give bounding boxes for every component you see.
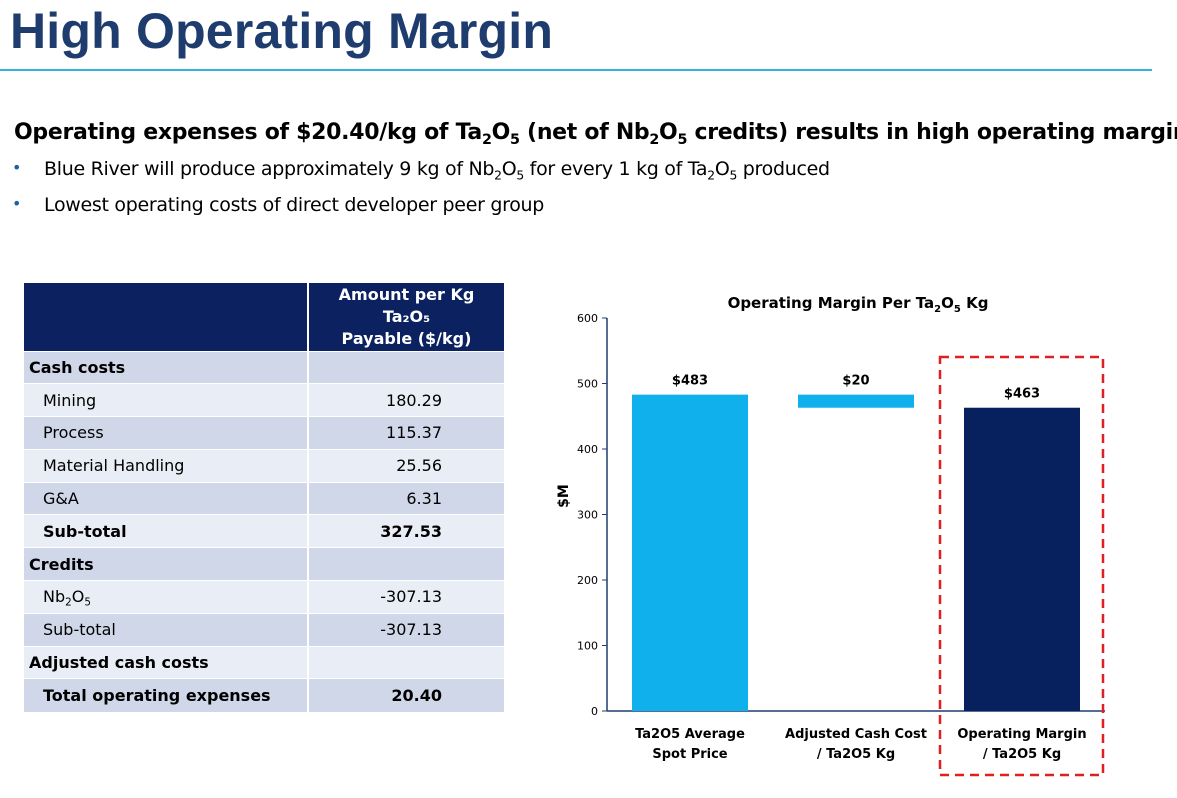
x-category-label: Ta2O5 Average bbox=[635, 727, 745, 742]
operating-cost-table: Amount per Kg Ta₂O₅ Payable ($/kg) Cash … bbox=[24, 283, 504, 712]
x-category-label: Operating Margin bbox=[957, 727, 1086, 742]
table-row-credits-subtotal: Sub-total -307.13 bbox=[24, 612, 504, 647]
table-row-nb2o5: Nb2O5 -307.13 bbox=[24, 580, 504, 614]
y-tick-label: 0 bbox=[591, 705, 598, 718]
table-row-mining: Mining 180.29 bbox=[24, 383, 504, 417]
y-tick-label: 400 bbox=[577, 443, 598, 456]
bullet-marker: • bbox=[12, 194, 22, 213]
y-tick-label: 600 bbox=[577, 312, 598, 325]
headline: Operating expenses of $20.40/kg of Ta2O5… bbox=[14, 120, 1177, 148]
bar bbox=[798, 394, 914, 408]
x-category-label: Spot Price bbox=[652, 747, 727, 762]
title-divider bbox=[0, 69, 1152, 71]
bullet-marker: • bbox=[12, 158, 22, 177]
table-row-cash-subtotal: Sub-total 327.53 bbox=[24, 514, 504, 548]
table-row-adjusted-cash-costs: Adjusted cash costs bbox=[24, 645, 504, 679]
y-tick-label: 200 bbox=[577, 574, 598, 587]
table-row-material-handling: Material Handling 25.56 bbox=[24, 448, 504, 483]
x-category-label: / Ta2O5 Kg bbox=[817, 747, 895, 762]
operating-margin-chart: Operating Margin Per Ta2O5 Kg $M 0 100 200… bbox=[556, 294, 1105, 777]
x-category-label: Adjusted Cash Cost bbox=[785, 727, 927, 742]
chart-title: Operating Margin Per Ta2O5 Kg bbox=[728, 294, 989, 315]
y-tick-label: 100 bbox=[577, 640, 598, 653]
bar bbox=[964, 407, 1080, 711]
table-row-credits: Credits bbox=[24, 547, 504, 581]
bar bbox=[632, 394, 748, 711]
table-row-cash-costs: Cash costs bbox=[24, 350, 504, 384]
chart-bars: $483 Ta2O5 Average Spot Price $20 Adjusted C… bbox=[632, 355, 1105, 777]
bullet-peer-costs: • Lowest operating costs of direct develo… bbox=[12, 194, 545, 216]
page-title: High Operating Margin bbox=[10, 3, 554, 59]
highlight-box bbox=[938, 355, 1105, 777]
table-header-blank bbox=[24, 283, 308, 351]
bar-data-label: $483 bbox=[672, 374, 708, 389]
bullet-production-ratio: • Blue River will produce approximately 9… bbox=[12, 158, 830, 183]
y-tick-label: 500 bbox=[577, 378, 598, 391]
table-row-ga: G&A 6.31 bbox=[24, 481, 504, 515]
table-header-amount: Amount per Kg Ta₂O₅ Payable ($/kg) bbox=[307, 283, 504, 351]
table-row-total-opex: Total operating expenses 20.40 bbox=[24, 678, 504, 712]
bar-data-label: $20 bbox=[842, 374, 869, 389]
bar-data-label: $463 bbox=[1004, 387, 1040, 402]
y-axis-label: $M bbox=[556, 484, 572, 508]
y-tick-label: 300 bbox=[577, 509, 598, 522]
table-row-process: Process 115.37 bbox=[24, 416, 504, 450]
x-category-label: / Ta2O5 Kg bbox=[983, 747, 1061, 762]
